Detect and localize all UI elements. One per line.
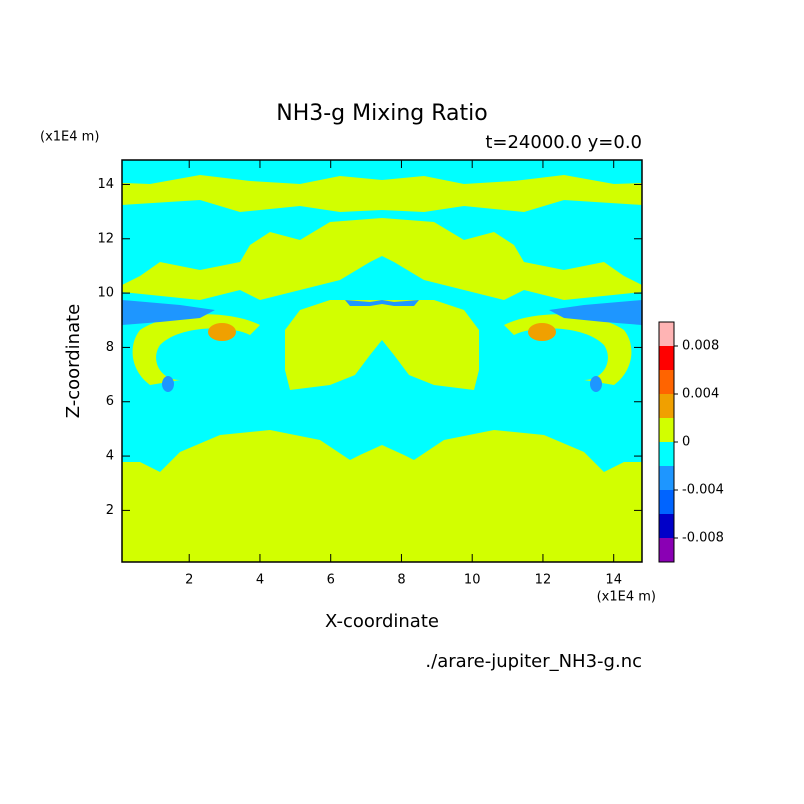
y-tick-label: 8: [106, 340, 114, 355]
colorbar-bin: [659, 418, 674, 442]
y-tick-label: 10: [97, 286, 114, 301]
colorbar-bin: [659, 322, 674, 346]
x-tick-label: 8: [397, 573, 405, 588]
colorbar-bin: [659, 490, 674, 514]
colorbar-label: 0.004: [682, 387, 719, 402]
colorbar-bin: [659, 394, 674, 418]
x-axis-label: X-coordinate: [325, 611, 439, 632]
colorbar-bin: [659, 346, 674, 370]
chart-subtitle: t=24000.0 y=0.0: [485, 132, 642, 153]
contour-region: [122, 160, 382, 184]
colorbar-bin: [659, 370, 674, 394]
x-tick-label: 2: [185, 573, 193, 588]
colorbar-bin: [659, 442, 674, 466]
x-tick-label: 14: [605, 573, 622, 588]
colorbar-label: -0.004: [682, 483, 724, 498]
x-unit: (x1E4 m): [597, 590, 656, 605]
footer: ./arare-jupiter_NH3-g.nc: [425, 651, 642, 672]
contour-half: [122, 160, 382, 472]
contour-region: [285, 300, 382, 390]
contour-region: [122, 200, 382, 285]
chart-title: NH3-g Mixing Ratio: [276, 101, 488, 126]
colorbar-label: -0.008: [682, 531, 724, 546]
colorbar-label: 0: [682, 435, 690, 450]
contour-field: [122, 160, 642, 562]
x-tick-label: 4: [256, 573, 264, 588]
plot-frame: [121, 159, 643, 563]
y-tick-label: 14: [97, 177, 114, 192]
contour-region: [208, 323, 236, 341]
contour-region: [122, 300, 215, 325]
y-tick-label: 4: [106, 449, 114, 464]
colorbar-bin: [659, 538, 674, 562]
contour-region: [345, 300, 382, 306]
colorbar-bin: [659, 466, 674, 490]
y-tick-label: 12: [97, 231, 114, 246]
colorbar-bin: [659, 514, 674, 538]
contour-region: [132, 314, 260, 385]
y-tick-label: 6: [106, 394, 114, 409]
x-tick-label: 12: [535, 573, 552, 588]
x-tick-label: 6: [327, 573, 335, 588]
colorbar-label: 0.008: [682, 339, 719, 354]
contour-region: [162, 376, 174, 392]
x-tick-label: 10: [464, 573, 481, 588]
y-axis-label: Z-coordinate: [63, 304, 84, 419]
y-unit: (x1E4 m): [40, 130, 99, 145]
y-tick-label: 2: [106, 503, 114, 518]
